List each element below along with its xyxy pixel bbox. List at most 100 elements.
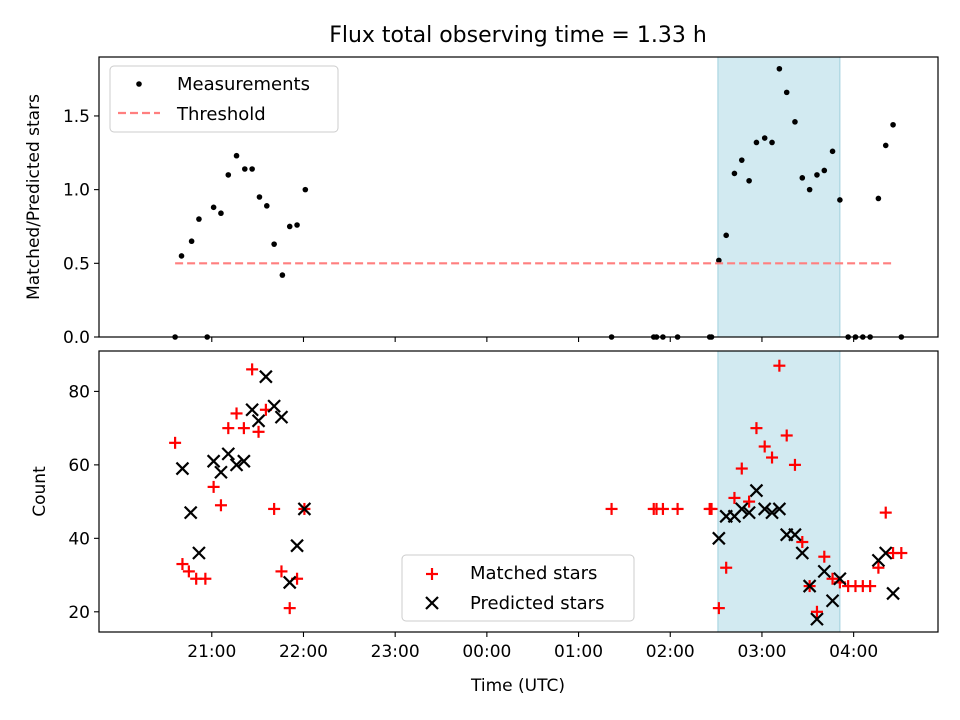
x-tick-label: 03:00	[737, 642, 786, 662]
ratio-y-axis-label: Matched/Predicted stars	[24, 94, 44, 300]
matched-stars-point	[743, 495, 756, 508]
predicted-stars-point	[712, 531, 726, 546]
measurement-point	[829, 148, 836, 155]
predicted-stars-point	[192, 546, 206, 560]
counts-y-ticks: 20 40 60 80	[68, 382, 99, 623]
counts-legend-box	[401, 554, 635, 622]
measurement-point	[723, 232, 729, 239]
measurement-point	[799, 175, 806, 181]
matched-stars-point	[712, 602, 725, 615]
predicted-stars-point	[788, 527, 802, 542]
predicted-stars-point	[214, 465, 228, 479]
matched-stars-point	[780, 429, 793, 442]
measurement-point	[875, 195, 882, 202]
matched-stars-point	[237, 422, 250, 435]
matched-stars-point	[214, 499, 227, 512]
x-tick-label: 23:00	[371, 642, 420, 662]
measurement-point	[196, 216, 202, 222]
measurement-point	[776, 65, 783, 72]
matched-stars-point	[230, 407, 243, 420]
matched-stars-legend-marker	[426, 568, 438, 580]
measurements-legend-marker	[136, 81, 142, 87]
matched-stars-point	[758, 440, 771, 453]
predicted-stars-point	[245, 402, 259, 417]
counts-marks	[169, 359, 908, 626]
measurement-point	[761, 135, 768, 141]
ratio-legend: Measurements Threshold	[109, 65, 339, 133]
measurement-point	[294, 222, 300, 228]
ratio-panel: 0.0 0.5 1.0 1.5 Matched/Predicted stars Mea…	[24, 56, 939, 348]
predicted-stars-point	[206, 454, 221, 468]
matched-stars-point	[895, 547, 908, 560]
ratio-marks	[172, 65, 905, 340]
predicted-stars-point	[795, 546, 810, 560]
matched-stars-point	[728, 491, 741, 504]
predicted-stars-legend-marker	[425, 596, 439, 610]
measurement-point	[882, 142, 889, 149]
ratio-axes-frame	[98, 56, 939, 338]
matched-stars-point	[283, 602, 296, 615]
matched-stars-point	[879, 506, 892, 519]
predicted-stars-point	[817, 564, 832, 579]
predicted-stars-point	[749, 483, 764, 498]
counts-axes-frame	[98, 350, 939, 633]
matched-stars-point	[705, 502, 718, 515]
matched-stars-point	[671, 502, 684, 515]
matched-stars-point	[735, 462, 748, 475]
matched-stars-point	[246, 363, 259, 376]
y-tick-label: 0.5	[63, 254, 90, 274]
measurement-point	[279, 272, 286, 278]
matched-stars-point	[750, 422, 763, 435]
ratio-y-ticks: 0.0 0.5 1.0 1.5	[63, 107, 99, 348]
y-tick-label: 40	[68, 529, 90, 549]
measurement-point	[769, 139, 775, 146]
predicted-stars-point	[878, 546, 893, 560]
matched-stars-point	[182, 565, 195, 578]
matched-stars-point	[766, 451, 779, 464]
counts-y-axis-label: Count	[30, 466, 50, 517]
matched-stars-point	[268, 502, 281, 515]
predicted-stars-point	[757, 502, 772, 516]
counts-x-ticks: 21:00 22:00 23:00 00:00 01:00 02:00 03:00 04:00	[187, 632, 878, 662]
measurement-point	[731, 170, 738, 177]
measurements-legend-label: Measurements	[177, 74, 310, 95]
x-tick-label: 00:00	[462, 642, 511, 662]
x-tick-label: 22:00	[279, 642, 328, 662]
measurement-point	[746, 177, 752, 184]
measurement-point	[716, 257, 722, 264]
matched-stars-point	[275, 565, 288, 578]
matched-stars-point	[720, 561, 733, 574]
matched-stars-point	[605, 502, 618, 515]
predicted-stars-point	[772, 502, 787, 516]
matched-stars-point	[826, 572, 839, 585]
predicted-stars-point	[886, 586, 900, 601]
x-tick-label: 02:00	[646, 642, 695, 662]
predicted-stars-point	[175, 461, 190, 476]
matched-stars-point	[656, 502, 669, 515]
matched-stars-point	[207, 480, 220, 493]
matched-stars-point	[788, 458, 801, 471]
x-tick-label: 21:00	[187, 642, 236, 662]
predicted-stars-legend-label: Predicted stars	[470, 593, 604, 614]
measurement-point	[821, 167, 828, 174]
measurement-point	[783, 89, 790, 96]
matched-stars-point	[810, 605, 823, 618]
predicted-stars-point	[825, 593, 840, 608]
x-tick-label: 04:00	[829, 642, 878, 662]
measurement-point	[792, 119, 798, 125]
matched-stars-point	[169, 436, 182, 449]
measurement-point	[837, 197, 843, 203]
measurement-point	[753, 139, 760, 146]
measurement-point	[302, 186, 309, 193]
predicted-stars-point	[742, 505, 756, 520]
predicted-stars-point	[282, 575, 297, 590]
measurement-point	[188, 238, 195, 245]
measurement-point	[256, 194, 263, 200]
measurement-point	[271, 241, 277, 247]
matched-stars-point	[796, 536, 809, 549]
y-tick-label: 20	[68, 603, 90, 623]
matched-stars-point	[252, 425, 265, 438]
measurement-point	[738, 157, 745, 163]
measurement-point	[286, 223, 293, 230]
